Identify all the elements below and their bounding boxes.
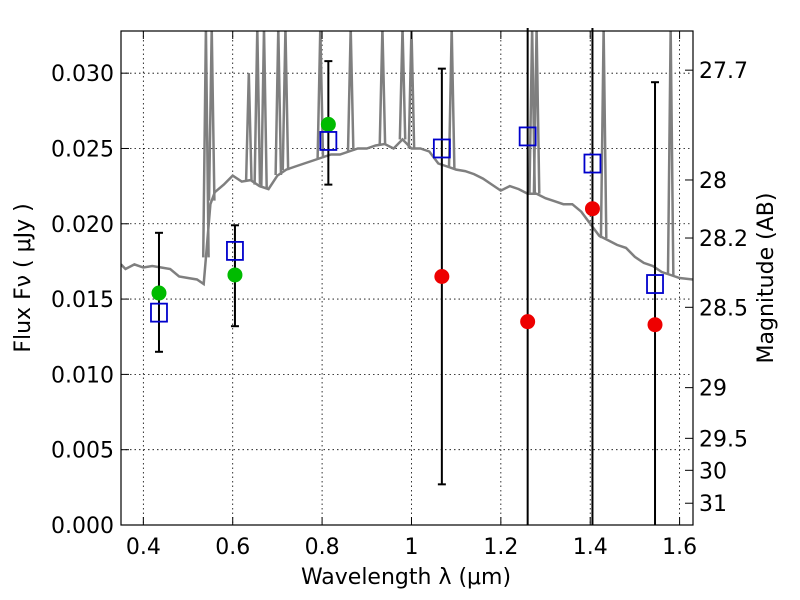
plot-frame — [120, 30, 694, 526]
emission-line-spike — [260, 31, 268, 188]
model-photometry-square — [432, 138, 451, 159]
markers — [150, 116, 664, 333]
magnitude-tick-label: 28.5 — [699, 296, 748, 321]
y-tick-label: 0.010 — [51, 363, 114, 388]
emission-line-spike — [244, 73, 253, 181]
emission-line-spike — [207, 31, 216, 201]
emission-line-spike — [447, 31, 456, 169]
detection-point — [227, 267, 243, 283]
model-photometry-square — [319, 131, 338, 151]
y2-axis-label: Magnitude (AB) — [754, 193, 779, 364]
magnitude-tick-label: 29 — [699, 377, 727, 402]
magnitude-tick-label: 29.5 — [699, 427, 748, 452]
y-tick-label: 0.005 — [51, 439, 114, 464]
non-detection-point — [434, 268, 450, 284]
x-tick-label: 0.8 — [305, 535, 340, 560]
emission-line-spike — [201, 31, 210, 258]
y-tick-label: 0.025 — [51, 137, 114, 162]
emission-line-spike — [666, 31, 675, 276]
emission-line-spike — [281, 31, 290, 171]
emission-line-spike — [378, 31, 387, 145]
x-axis-label: Wavelength λ (μm) — [301, 565, 511, 590]
emission-line-spike — [253, 31, 262, 185]
emission-line-spike — [398, 31, 407, 140]
model-photometry-square — [150, 302, 168, 323]
emission-line-spike — [407, 31, 416, 149]
model-photometry-square — [518, 126, 537, 147]
x-tick-label: 0.4 — [126, 535, 161, 560]
emission-line-spike — [599, 31, 608, 239]
detection-point — [151, 285, 167, 301]
x-tick-label: 1.6 — [662, 535, 697, 560]
x-tick-label: 0.6 — [215, 535, 250, 560]
y-tick-label: 0.000 — [51, 514, 114, 539]
non-detection-point — [584, 201, 600, 217]
non-detection-point — [520, 314, 536, 330]
y-axis: 0.000 0.005 0.010 0.015 0.020 0.025 0.030 — [51, 62, 129, 539]
y-tick-label: 0.020 — [51, 213, 114, 238]
x-tick-label: 1 — [404, 535, 418, 560]
emission-line-spike — [316, 31, 325, 159]
model-photometry-square — [646, 274, 664, 294]
detection-point — [320, 116, 336, 132]
y-tick-label: 0.015 — [51, 288, 114, 313]
y-tick-label: 0.030 — [51, 62, 114, 87]
model-photometry-square — [226, 240, 244, 261]
x-tick-label: 1.2 — [483, 535, 518, 560]
magnitude-tick-label: 31 — [699, 492, 727, 517]
magnitude-tick-label: 28.2 — [699, 227, 748, 252]
emission-line-spike — [274, 31, 283, 176]
x-axis: 0.4 0.6 0.8 1 1.2 1.4 1.6 — [126, 31, 697, 560]
x-tick-label: 1.4 — [573, 535, 608, 560]
magnitude-tick-label: 27.7 — [699, 59, 748, 84]
magnitude-tick-label: 28 — [699, 169, 727, 194]
emission-line-spike — [532, 31, 541, 194]
emission-line-spike — [346, 31, 355, 151]
magnitude-tick-label: 30 — [699, 459, 727, 484]
emission-lines — [201, 31, 675, 276]
y-axis-label: Flux Fν ( μJy ) — [11, 203, 36, 352]
non-detection-point — [647, 317, 663, 333]
model-photometry-square — [583, 153, 602, 174]
y2-axis: 27.7 28 28.2 28.5 29 29.5 30 31 — [685, 59, 748, 517]
